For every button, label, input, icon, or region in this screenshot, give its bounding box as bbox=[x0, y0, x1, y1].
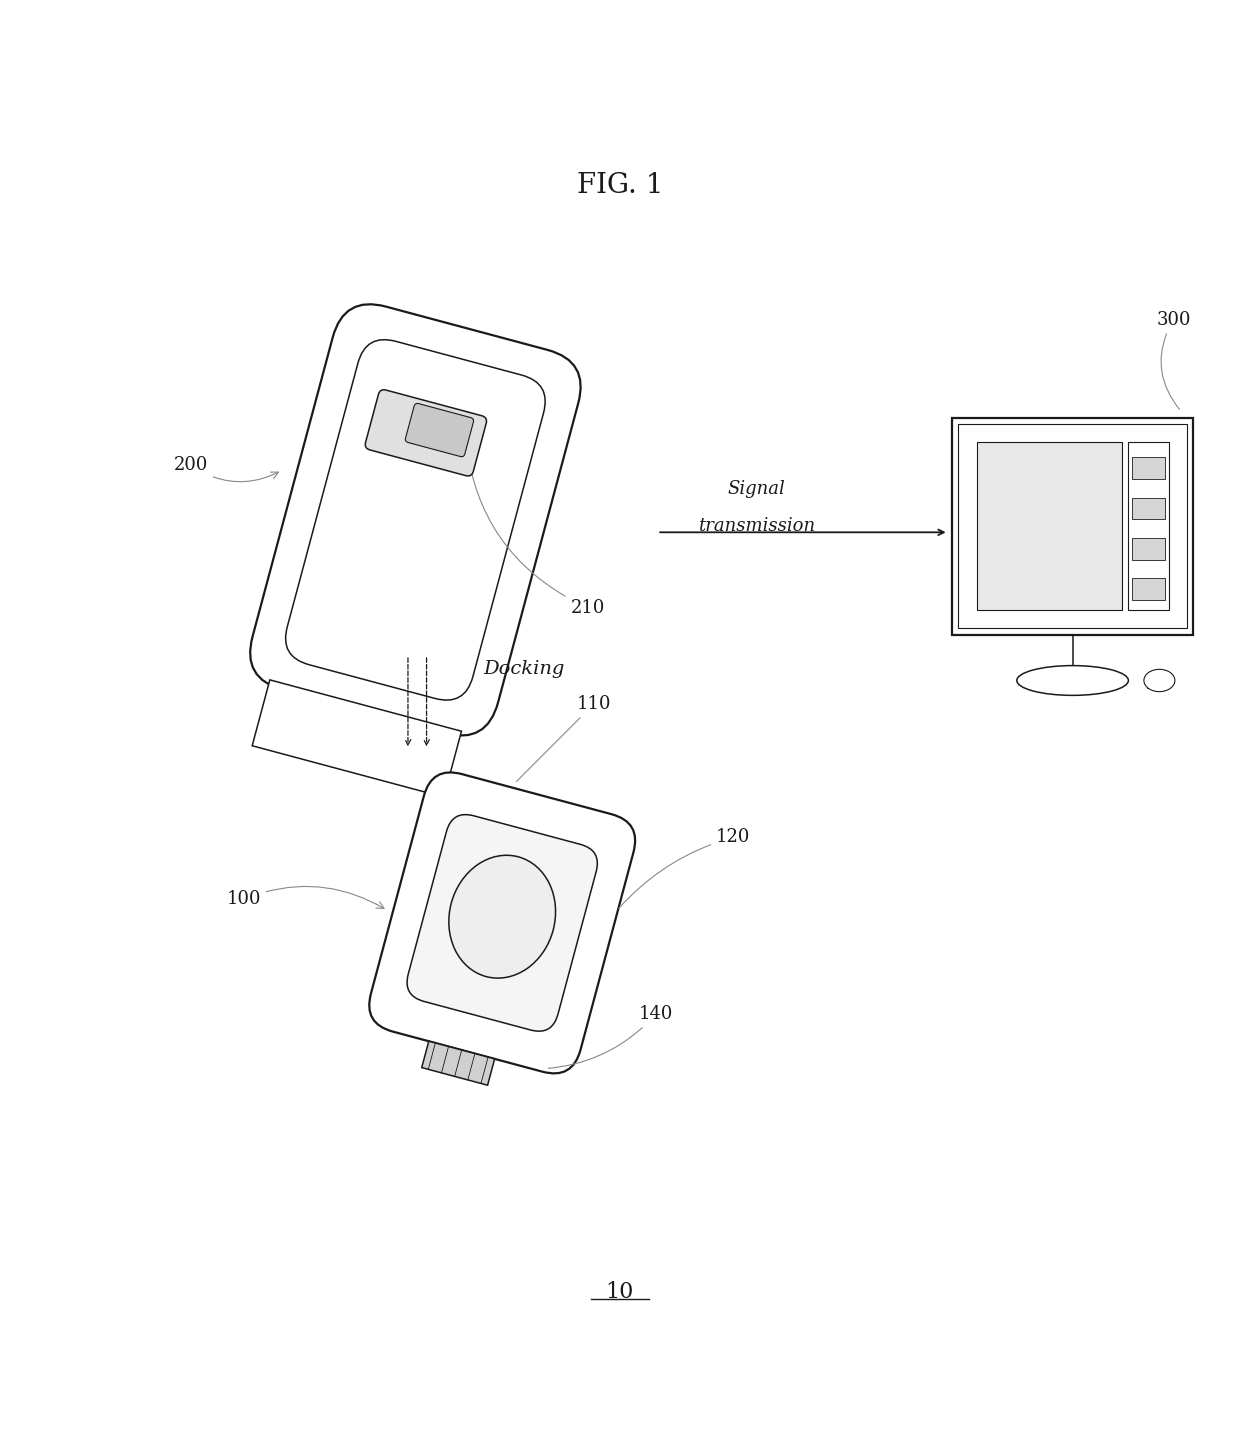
Text: 210: 210 bbox=[465, 430, 605, 617]
Text: 140: 140 bbox=[548, 1006, 673, 1068]
FancyBboxPatch shape bbox=[370, 772, 635, 1074]
FancyBboxPatch shape bbox=[250, 304, 580, 736]
Bar bbox=[952, 417, 1193, 635]
Bar bbox=[1131, 538, 1166, 559]
FancyBboxPatch shape bbox=[285, 339, 546, 700]
Bar bbox=[1128, 442, 1168, 610]
Text: 120: 120 bbox=[619, 829, 750, 909]
Text: 200: 200 bbox=[174, 456, 279, 481]
Bar bbox=[1131, 497, 1166, 519]
Text: 110: 110 bbox=[517, 696, 611, 781]
Ellipse shape bbox=[1145, 669, 1176, 691]
Text: transmission: transmission bbox=[698, 517, 815, 535]
Polygon shape bbox=[422, 1042, 495, 1085]
Ellipse shape bbox=[1017, 665, 1128, 696]
FancyBboxPatch shape bbox=[405, 403, 474, 456]
Bar bbox=[977, 442, 1121, 610]
Ellipse shape bbox=[449, 855, 556, 978]
Text: 100: 100 bbox=[226, 887, 384, 909]
Text: FIG. 1: FIG. 1 bbox=[577, 171, 663, 199]
Bar bbox=[1131, 458, 1166, 480]
Text: Docking: Docking bbox=[484, 659, 565, 678]
Bar bbox=[1131, 578, 1166, 600]
Text: 10: 10 bbox=[606, 1281, 634, 1304]
Polygon shape bbox=[252, 680, 461, 797]
Text: 300: 300 bbox=[1156, 310, 1190, 409]
FancyBboxPatch shape bbox=[366, 390, 486, 475]
Text: Signal: Signal bbox=[728, 480, 785, 498]
Bar bbox=[957, 423, 1188, 629]
FancyBboxPatch shape bbox=[407, 814, 598, 1032]
